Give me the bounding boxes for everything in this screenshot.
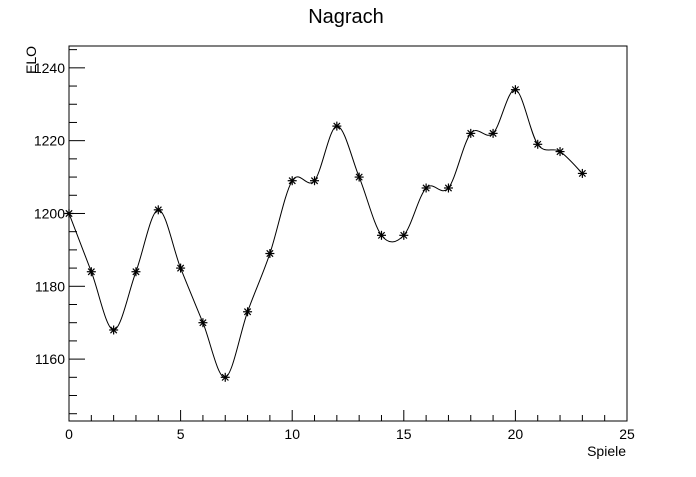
x-tick-label: 0: [65, 426, 73, 442]
y-tick-label: 1180: [35, 278, 65, 294]
data-point-marker: [243, 307, 253, 317]
x-tick-label: 10: [284, 426, 300, 442]
data-point-marker: [310, 176, 320, 186]
y-tick-label: 1220: [34, 133, 65, 149]
data-point-marker: [198, 318, 208, 328]
data-point-marker: [354, 172, 364, 182]
series-layer: [64, 85, 587, 382]
data-point-marker: [533, 139, 543, 149]
y-tick-label: 1240: [34, 60, 65, 76]
data-point-marker: [287, 176, 297, 186]
data-point-marker: [86, 267, 96, 277]
x-axis-ticks: 0 5 10 15 20 25: [65, 410, 635, 442]
data-point-marker: [131, 267, 141, 277]
data-point-marker: [421, 183, 431, 193]
y-axis-ticks: 1160 1180 1200 1220 1240: [34, 49, 85, 415]
data-point-marker: [220, 372, 230, 382]
series-line: [68, 89, 583, 378]
data-point-marker: [153, 205, 163, 215]
data-point-marker: [376, 230, 386, 240]
data-point-marker: [510, 85, 520, 95]
x-axis-label: Spiele: [587, 443, 626, 459]
data-point-marker: [443, 183, 453, 193]
x-tick-label: 5: [177, 426, 185, 442]
data-point-marker: [265, 249, 275, 259]
data-point-marker: [64, 208, 74, 218]
x-tick-label: 25: [619, 426, 635, 442]
data-point-marker: [577, 168, 587, 178]
plot-frame: [68, 45, 628, 422]
data-point-marker: [555, 147, 565, 157]
data-point-marker: [488, 128, 498, 138]
data-point-marker: [109, 325, 119, 335]
data-point-marker: [176, 263, 186, 273]
chart-title: Nagrach: [308, 6, 384, 28]
y-tick-label: 1200: [34, 205, 65, 221]
y-tick-label: 1160: [35, 351, 65, 367]
data-point-marker: [466, 128, 476, 138]
data-point-marker: [399, 230, 409, 240]
x-tick-label: 20: [508, 426, 524, 442]
x-tick-label: 15: [396, 426, 412, 442]
data-point-marker: [332, 121, 342, 131]
y-axis-label: ELO: [23, 46, 39, 74]
